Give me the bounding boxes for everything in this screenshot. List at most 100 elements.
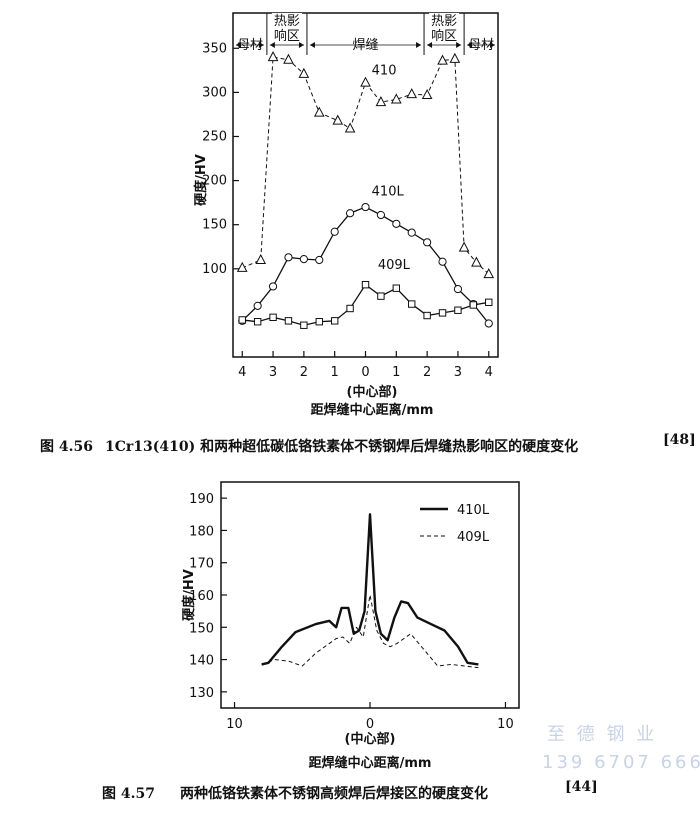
chart1-point-square bbox=[423, 311, 431, 320]
chart1-point-triangle bbox=[471, 256, 482, 267]
chart1-plot-frame bbox=[232, 12, 499, 358]
chart1-point-square bbox=[377, 292, 385, 300]
chart1-x-tick-label: 0 bbox=[361, 365, 369, 380]
chart1-point-square bbox=[469, 301, 478, 309]
chart1-point-square bbox=[346, 304, 354, 313]
chart1-y-tick-label: 350 bbox=[202, 41, 227, 56]
chart1-y-axis: 100 150 200 250 300 350 bbox=[202, 41, 239, 277]
chart1-caption-text: 1Cr13(410) 和两种超低碳低铬铁素体不锈钢焊后焊缝热影响区的硬度变化 bbox=[105, 438, 578, 455]
chart1-point-circle bbox=[407, 228, 416, 237]
watermark-line2: 139 6707 6667 bbox=[542, 752, 700, 773]
chart1-point-triangle bbox=[236, 261, 248, 272]
chart1-point-triangle bbox=[298, 67, 310, 78]
chart2-caption-ref: [44] bbox=[565, 779, 598, 795]
chart1-point-circle bbox=[484, 319, 493, 328]
chart1-x-axis-label: 距焊缝中心距离/mm bbox=[311, 402, 434, 418]
chart1-point-triangle bbox=[313, 106, 325, 117]
chart2-caption: 图 4.57 两种低铬铁素体不锈钢高频焊后焊接区的硬度变化 [44] bbox=[102, 779, 598, 802]
chart1-point-square bbox=[269, 313, 277, 322]
chart1-series-label-410: 410 bbox=[372, 64, 397, 79]
chart1-point-circle bbox=[268, 282, 278, 291]
chart1-point-square bbox=[408, 300, 416, 308]
chart2-x-axis: 10 0 10 bbox=[226, 702, 514, 732]
chart2-x-tick-label: 10 bbox=[497, 717, 514, 732]
chart2-y-tick-label: 150 bbox=[189, 621, 214, 636]
chart2-legend-label-409l: 409L bbox=[457, 530, 490, 545]
chart1-series-line bbox=[241, 206, 490, 324]
chart2-y-axis: 130 140 150 160 170 180 190 bbox=[189, 492, 227, 701]
chart2-y-tick-label: 160 bbox=[189, 589, 214, 604]
chart2-y-tick-label: 180 bbox=[189, 524, 214, 539]
chart2-caption-number: 图 4.57 bbox=[102, 786, 155, 802]
chart1-y-axis-label: 硬度/HV bbox=[193, 154, 209, 206]
chart1-point-circle bbox=[345, 209, 355, 218]
chart1-x-tick-label: 3 bbox=[454, 365, 462, 380]
chart1-point-triangle bbox=[458, 241, 470, 252]
chart1-point-triangle bbox=[360, 76, 371, 87]
chart1-series-label-409l: 409L bbox=[378, 258, 411, 273]
chart1-point-circle bbox=[453, 284, 463, 294]
chart1-point-triangle bbox=[375, 96, 387, 107]
chart2-y-tick-label: 170 bbox=[189, 557, 214, 572]
chart1-point-square bbox=[361, 280, 370, 289]
chart1-x-tick-label: 4 bbox=[238, 365, 246, 380]
chart2-legend: 410L 409L bbox=[420, 503, 490, 545]
chart1-zone-label: 热影响区 bbox=[431, 14, 457, 44]
chart1-y-tick-label: 200 bbox=[202, 174, 227, 189]
chart1-point-triangle bbox=[449, 52, 461, 63]
chart1-x-axis: 4 3 2 1 0 1 2 3 4 bbox=[238, 351, 493, 380]
chart2-x-tick-label: 0 bbox=[366, 717, 374, 732]
chart1-point-triangle bbox=[283, 53, 294, 64]
chart1-point-triangle bbox=[406, 88, 418, 99]
chart2-caption-text: 两种低铬铁素体不锈钢高频焊后焊接区的硬度变化 bbox=[180, 785, 488, 802]
chart1-point-square bbox=[238, 316, 246, 324]
chart1-point-triangle bbox=[332, 114, 344, 125]
chart1-x-tick-label: 1 bbox=[392, 365, 400, 380]
chart1-zone-label: 热影响区 bbox=[274, 14, 300, 44]
chart1-point-triangle bbox=[267, 51, 279, 62]
chart1-point-square bbox=[300, 321, 308, 329]
chart2-series-409l bbox=[261, 594, 479, 669]
chart1-series-layer: 410 410L 409L bbox=[236, 51, 495, 329]
chart1-point-circle bbox=[253, 301, 262, 310]
watermark-line1: 至 德 钢 业 bbox=[547, 724, 657, 745]
chart1-y-tick-label: 150 bbox=[202, 218, 227, 233]
chart1-caption: 图 4.56 1Cr13(410) 和两种超低碳低铬铁素体不锈钢焊后焊缝热影响区… bbox=[40, 432, 696, 455]
chart1-point-square bbox=[438, 309, 447, 317]
chart1-zone-label: 母材 bbox=[468, 38, 494, 53]
chart1-zone-label: 母材 bbox=[237, 38, 263, 53]
chart1-point-circle bbox=[392, 219, 401, 228]
chart1-point-circle bbox=[438, 257, 447, 266]
chart1-y-tick-label: 100 bbox=[202, 262, 227, 277]
chart1-center-label: (中心部) bbox=[347, 384, 398, 400]
chart1-y-tick-label: 300 bbox=[202, 85, 227, 100]
chart1-series-label-410l: 410L bbox=[372, 185, 405, 200]
chart2-y-tick-label: 130 bbox=[189, 686, 214, 701]
chart2-legend-label-410l: 410L bbox=[457, 503, 490, 518]
chart1-x-tick-label: 3 bbox=[269, 365, 277, 380]
chart1-point-square bbox=[315, 318, 323, 326]
chart2-y-tick-label: 140 bbox=[189, 654, 214, 669]
chart1-series-line bbox=[242, 56, 490, 275]
chart1-x-tick-label: 4 bbox=[485, 365, 493, 380]
chart1-point-triangle bbox=[437, 54, 448, 65]
chart2-y-tick-label: 190 bbox=[189, 492, 214, 507]
chart1-series-410 bbox=[236, 51, 495, 279]
chart1-x-tick-label: 2 bbox=[300, 365, 308, 380]
chart1-point-circle bbox=[299, 254, 308, 264]
chart2-center-label: (中心部) bbox=[345, 731, 396, 747]
chart1-point-triangle bbox=[390, 93, 402, 104]
chart1-x-tick-label: 1 bbox=[331, 365, 339, 380]
chart1-point-square bbox=[284, 317, 293, 325]
chart1-point-square bbox=[330, 317, 339, 325]
chart1-point-square bbox=[485, 298, 493, 307]
chart1-point-circle bbox=[376, 210, 386, 220]
chart1-point-circle bbox=[330, 227, 339, 236]
chart1-point-triangle bbox=[344, 122, 356, 133]
chart1-point-triangle bbox=[421, 88, 433, 100]
chart1-series-409l bbox=[238, 280, 493, 329]
